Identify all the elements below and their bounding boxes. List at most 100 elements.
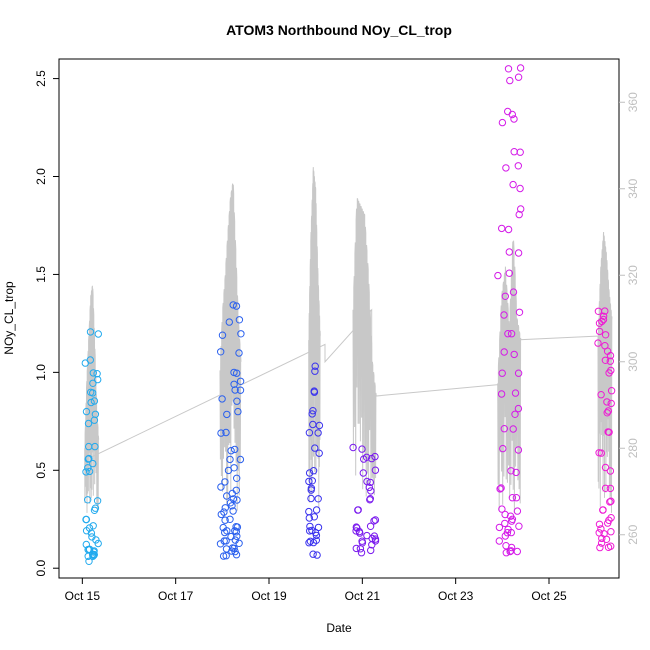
y2-tick-label: 340 — [626, 178, 640, 198]
data-point — [505, 269, 513, 277]
data-point — [363, 477, 371, 486]
data-point — [601, 356, 610, 364]
data-point — [92, 536, 100, 544]
data-point — [507, 330, 516, 338]
data-point — [236, 386, 245, 394]
data-point — [606, 351, 615, 360]
y2-tick-label: 320 — [626, 265, 640, 285]
y-tick-label: 2.5 — [34, 70, 48, 87]
data-point — [371, 535, 380, 543]
data-point — [363, 531, 371, 540]
data-point — [601, 331, 610, 339]
data-point — [605, 516, 613, 524]
data-point — [502, 549, 510, 557]
data-point — [367, 546, 375, 555]
data-point — [305, 477, 313, 486]
data-point — [237, 330, 245, 338]
data-point — [498, 369, 506, 377]
data-point — [231, 386, 239, 394]
data-point — [506, 547, 514, 556]
data-point — [305, 507, 313, 516]
data-point — [222, 428, 230, 437]
data-point — [516, 184, 524, 193]
data-point — [594, 339, 602, 347]
data-point — [513, 507, 522, 515]
y-tick-label: 1.5 — [34, 266, 48, 283]
data-point — [236, 377, 245, 385]
x-tick-label: Oct 23 — [438, 589, 474, 603]
data-point — [497, 484, 505, 492]
data-point — [511, 389, 520, 397]
data-point — [311, 362, 319, 370]
data-point — [599, 315, 608, 324]
data-point — [233, 496, 241, 504]
data-point — [597, 391, 605, 399]
data-point — [233, 474, 241, 482]
data-point — [512, 468, 520, 477]
data-point — [496, 485, 504, 493]
y-tick-label: 0.5 — [34, 462, 48, 479]
data-point — [504, 525, 512, 534]
data-point — [366, 478, 374, 487]
data-point — [371, 516, 380, 524]
data-point — [502, 542, 510, 550]
data-point — [501, 510, 509, 519]
data-point — [306, 537, 315, 545]
data-point — [311, 444, 319, 452]
data-point — [607, 366, 615, 375]
data-point — [86, 356, 95, 364]
data-point — [85, 557, 93, 565]
data-point — [510, 115, 518, 123]
data-point — [228, 502, 236, 510]
data-point — [224, 466, 233, 475]
data-point — [221, 516, 229, 524]
x-axis-label: Date — [326, 621, 352, 635]
data-point — [229, 301, 237, 309]
data-point — [603, 398, 611, 406]
data-point — [309, 407, 317, 415]
data-point — [601, 463, 610, 472]
data-point — [603, 409, 611, 417]
data-point — [606, 467, 615, 475]
data-point — [513, 547, 521, 556]
data-point — [94, 539, 102, 548]
x-axis: Oct 15 Oct 17 Oct 19 Oct 21 Oct 23 Oct 25 — [65, 578, 567, 603]
data-point — [220, 508, 228, 516]
data-point — [218, 395, 226, 403]
data-point — [226, 455, 234, 464]
data-point — [82, 468, 90, 476]
data-point — [509, 180, 517, 189]
data-point — [498, 118, 507, 127]
data-point — [353, 524, 361, 532]
theta-trace — [597, 231, 613, 513]
data-point — [499, 444, 507, 453]
data-point — [227, 447, 235, 455]
data-point — [607, 399, 615, 408]
data-point — [87, 398, 95, 407]
data-point — [230, 380, 238, 388]
data-point — [494, 271, 502, 280]
data-point — [354, 506, 362, 514]
data-point — [598, 317, 606, 326]
data-point — [509, 288, 518, 296]
data-point — [89, 379, 97, 387]
data-point — [512, 494, 521, 502]
data-point — [507, 467, 515, 475]
data-point — [515, 522, 523, 530]
data-point — [230, 368, 238, 377]
data-point — [220, 537, 228, 545]
data-point — [231, 445, 239, 454]
data-point — [91, 410, 100, 418]
data-point — [504, 330, 512, 338]
chart-title: ATOM3 Northbound NOy_CL_trop — [226, 22, 452, 38]
data-point — [89, 369, 98, 377]
data-point — [515, 210, 523, 219]
data-point — [352, 523, 360, 531]
data-point — [607, 528, 615, 536]
data-point — [371, 466, 380, 474]
data-point — [595, 520, 604, 528]
data-point — [217, 348, 225, 356]
data-point — [306, 527, 314, 535]
data-point — [308, 410, 316, 418]
y-axis: 0.0 0.5 1.0 1.5 2.0 2.5 — [34, 70, 59, 577]
